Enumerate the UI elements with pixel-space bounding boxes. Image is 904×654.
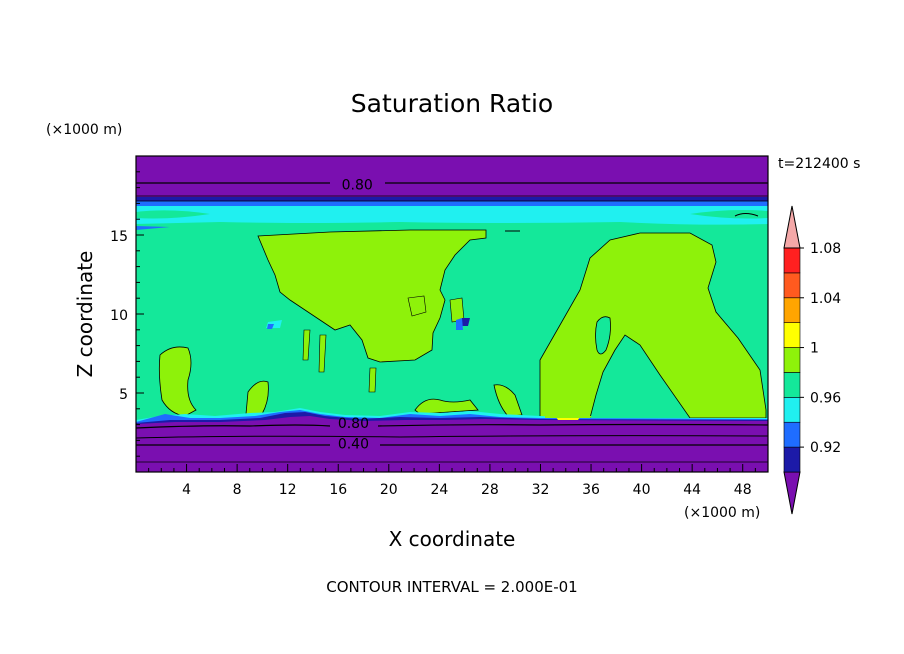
y-tick-label: 5 — [119, 387, 128, 403]
level-cyan-top — [136, 206, 768, 225]
time-label: t=212400 s — [778, 156, 860, 172]
contour-label: 0.80 — [342, 177, 373, 193]
colorbar-label: 1 — [810, 341, 819, 357]
level-lime-small-blob — [245, 380, 269, 415]
level-lime-left-blob — [158, 346, 197, 417]
level-blue-left-streak — [136, 226, 170, 230]
level-lime-blob-28 — [493, 384, 523, 417]
colorbar-segment — [783, 397, 801, 423]
colorbar: 1.08 1.04 1 0.96 0.92 — [783, 205, 841, 515]
plot-area — [136, 156, 768, 472]
level-green-notch-left — [136, 210, 210, 219]
level-purple-top — [136, 156, 768, 198]
y-tick-label: 10 — [110, 308, 128, 324]
y-tick-label: 15 — [110, 229, 128, 245]
level-darkblue-top — [136, 197, 768, 202]
y-axis-title: Z coordinate — [73, 251, 97, 378]
level-lime-blob-22 — [414, 398, 479, 415]
colorbar-arrow-bottom — [783, 471, 801, 515]
level-lime-streak-4 — [407, 295, 427, 317]
level-lime-central-region — [257, 229, 487, 363]
contour-label-group: 0.80 0.80 0.40 — [338, 177, 373, 452]
contour-line-right-small — [734, 213, 759, 217]
contour-line-bottom-080 — [136, 423, 768, 429]
level-lime-sliver — [545, 416, 592, 418]
colorbar-label: 0.92 — [810, 440, 841, 456]
colorbar-label: 0.96 — [810, 390, 841, 406]
x-tick-label: 48 — [734, 482, 752, 498]
x-tick-label: 28 — [481, 482, 499, 498]
x-tick-label: 12 — [279, 482, 297, 498]
x-unit-label: (×1000 m) — [684, 505, 760, 521]
level-lime-streak-1 — [302, 329, 311, 361]
colorbar-segment — [783, 446, 801, 473]
x-axis: 4 8 12 16 20 24 28 32 36 40 44 48 — [148, 464, 756, 498]
colorbar-segment — [783, 297, 801, 323]
chart-title: Saturation Ratio — [351, 89, 553, 118]
level-blue-patch-2 — [456, 318, 463, 330]
x-tick-label: 8 — [233, 482, 242, 498]
level-lime-right-region — [539, 232, 767, 419]
x-tick-label: 32 — [532, 482, 550, 498]
level-lime-streak-3 — [368, 367, 377, 393]
y-axis: 5 10 15 — [110, 171, 144, 457]
level-darkblue-patch-1 — [461, 318, 470, 326]
contour-label: 0.40 — [338, 437, 369, 453]
colorbar-arrow-top — [783, 205, 801, 249]
x-tick-label: 24 — [430, 482, 448, 498]
level-green-hole-right — [595, 316, 611, 355]
level-lime-streak-2 — [318, 334, 327, 373]
colorbar-label: 1.08 — [810, 241, 841, 257]
colorbar-segment — [783, 247, 801, 274]
x-tick-label: 40 — [633, 482, 651, 498]
colorbar-label: 1.04 — [810, 291, 841, 307]
x-tick-label: 20 — [380, 482, 398, 498]
colorbar-segment — [783, 347, 801, 373]
contour-line-bottom-060 — [136, 435, 768, 439]
level-blue-patch-1 — [267, 324, 274, 329]
contour-label: 0.80 — [338, 416, 369, 432]
level-purple-bottom — [136, 416, 768, 472]
y-unit-label: (×1000 m) — [46, 122, 122, 138]
x-tick-label: 4 — [182, 482, 191, 498]
x-tick-label: 36 — [582, 482, 600, 498]
colorbar-segment — [783, 421, 801, 448]
level-green-notch-right — [690, 210, 768, 219]
colorbar-segment — [783, 322, 801, 348]
x-tick-label: 44 — [683, 482, 701, 498]
colorbar-segment — [783, 372, 801, 398]
x-axis-title: X coordinate — [389, 527, 516, 551]
x-tick-label: 16 — [329, 482, 347, 498]
colorbar-segment — [783, 272, 801, 299]
level-blue-top — [136, 201, 768, 207]
contour-interval-footer: CONTOUR INTERVAL = 2.000E-01 — [326, 578, 577, 596]
